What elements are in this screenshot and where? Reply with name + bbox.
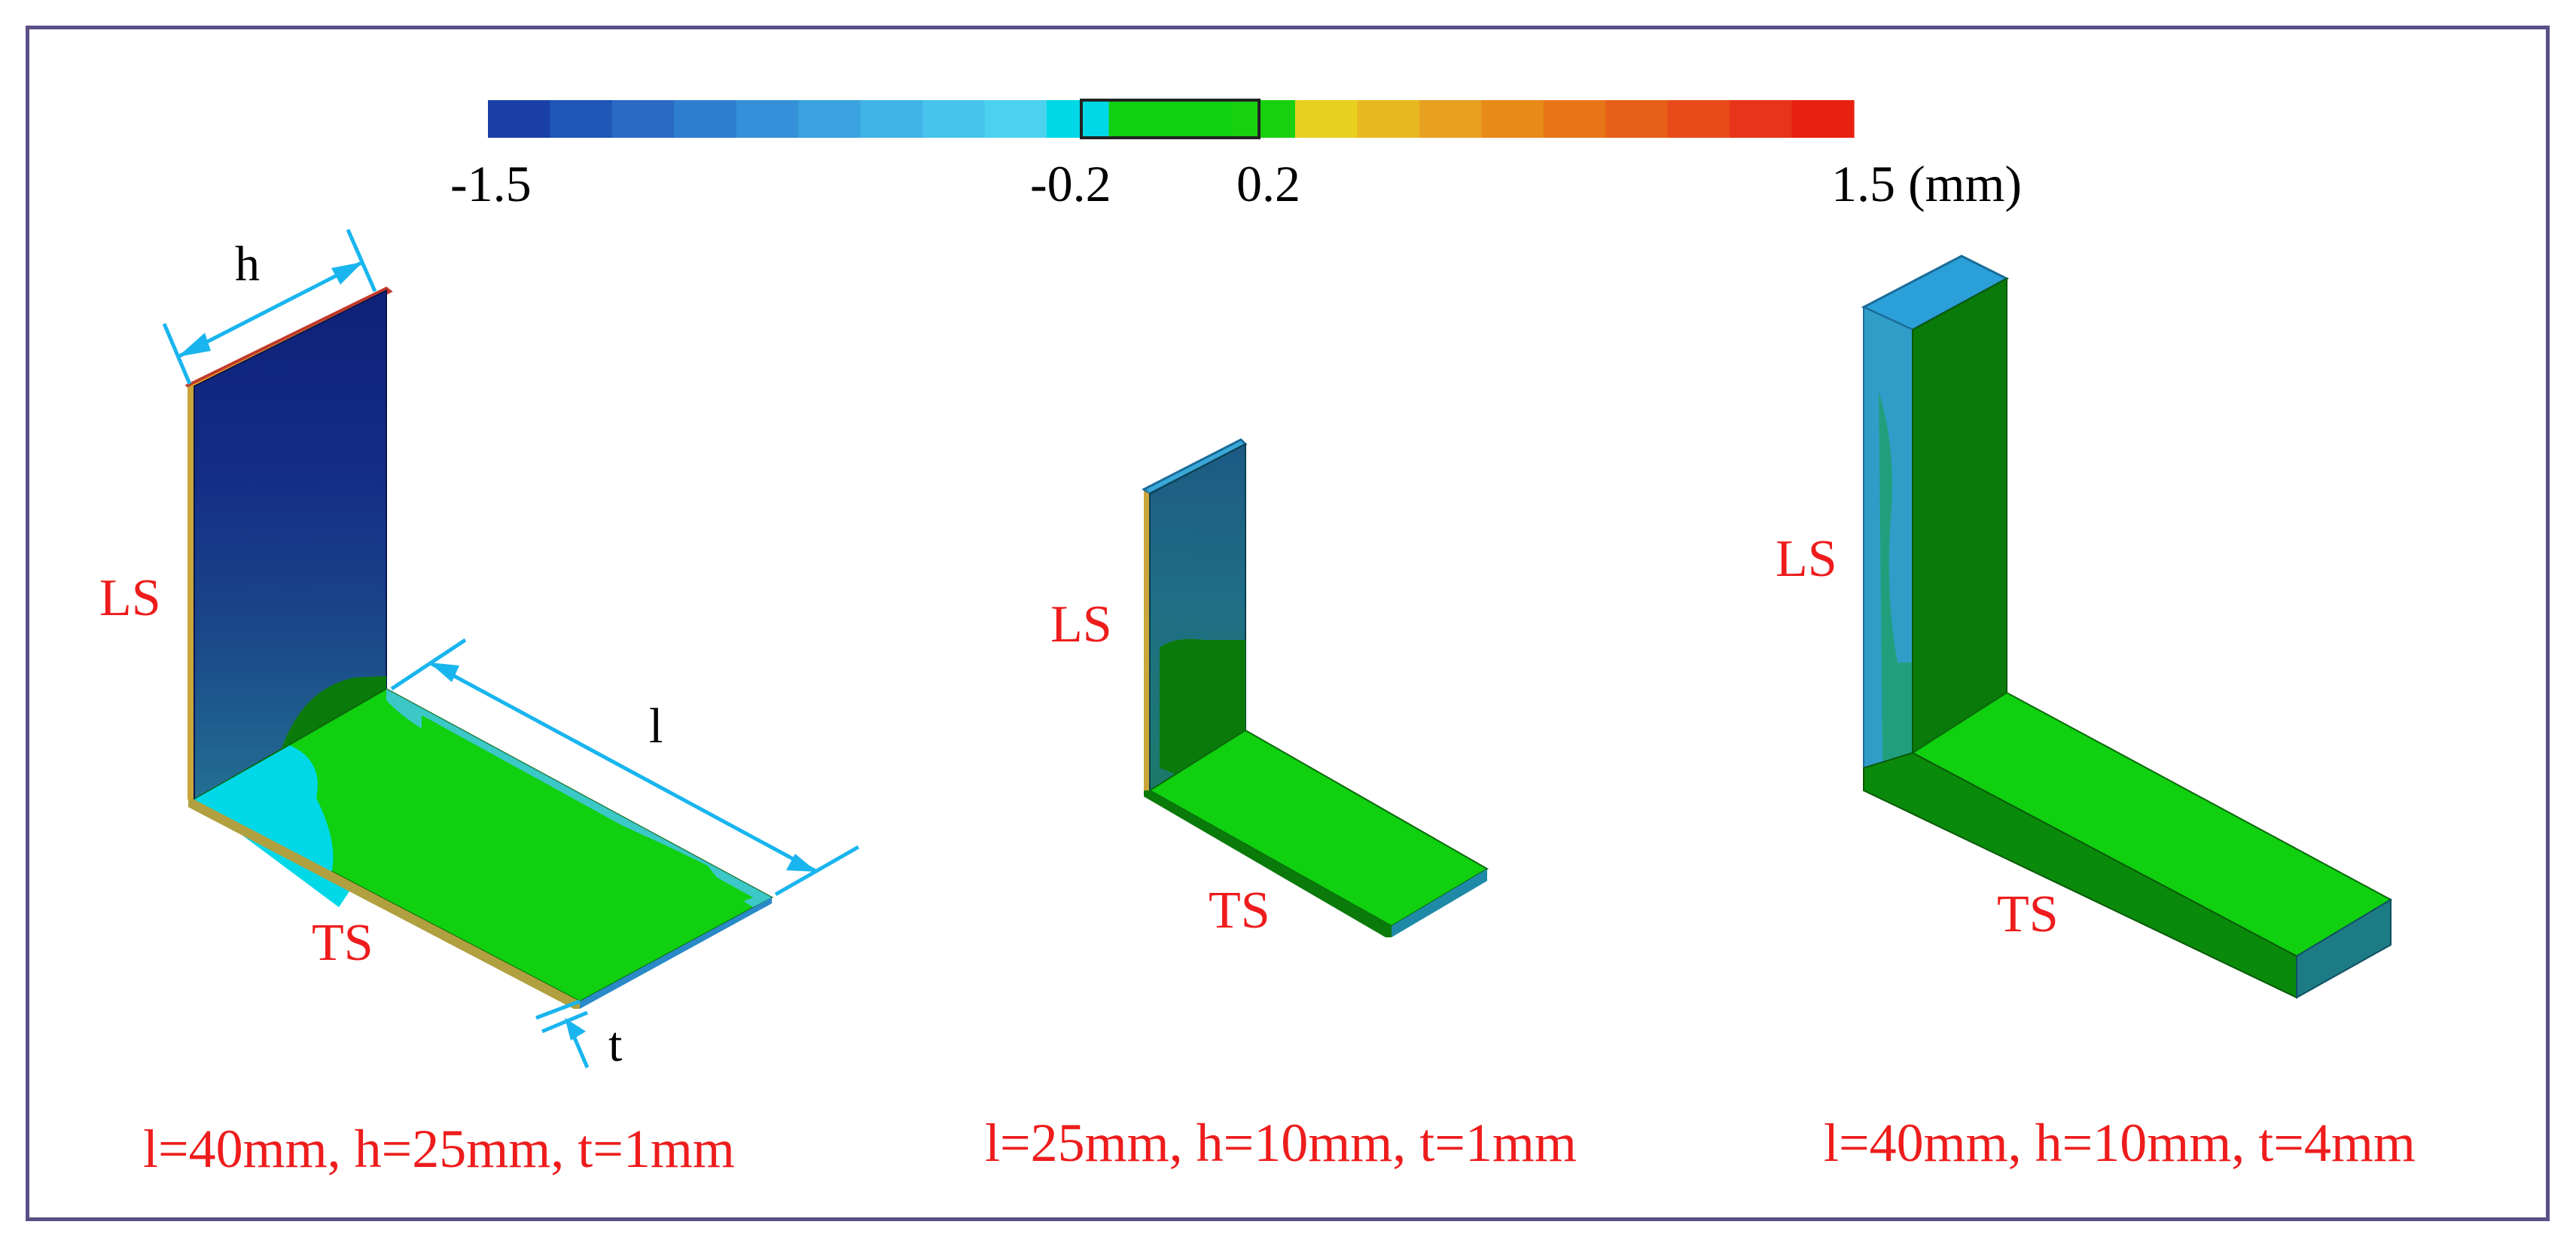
colorbar-cell (1294, 100, 1358, 138)
dim-h-line (176, 260, 364, 359)
specimen-2-model (1142, 438, 1489, 937)
colorbar-cell (1543, 100, 1606, 138)
dim-l-line (428, 660, 819, 874)
dimension-l-label: l (649, 699, 663, 754)
dimension-t-label: t (608, 1017, 623, 1072)
colorbar-cell (674, 100, 737, 138)
colorbar-cell (1171, 100, 1234, 138)
colorbar-tick-min: -1.5 (450, 155, 532, 212)
dim-l-ext-top (390, 638, 467, 691)
arrow-l-top (429, 663, 459, 682)
specimen-2-base-end-edge (1392, 869, 1487, 937)
dim-h-ext-left (162, 323, 192, 385)
specimen-1-dimension-lines (162, 228, 860, 1068)
dim-t-ext-2 (541, 1010, 588, 1034)
colorbar-cell (1419, 100, 1482, 138)
specimen-3-ts-label: TS (1997, 885, 2059, 943)
specimen-3-base-end (2296, 898, 2392, 999)
specimen-1-wall-green-zone (280, 676, 386, 753)
colorbar-cell (860, 100, 923, 138)
specimen-3-wall-face (1912, 277, 2007, 754)
colorbar-cell (798, 100, 861, 138)
colorbar-neutral-band-box (1080, 99, 1261, 139)
specimen-2-ls-label: LS (1050, 596, 1112, 653)
colorbar-cell (1233, 100, 1296, 138)
specimen-2-ts-label: TS (1209, 882, 1270, 940)
colorbar-cell (1791, 100, 1855, 138)
colorbar-cell (1605, 100, 1669, 138)
colorbar-cell (736, 100, 799, 138)
arrow-h-left (178, 333, 211, 357)
arrow-t (565, 1018, 586, 1040)
specimen-1-model (184, 286, 774, 1009)
colorbar-cell (1047, 100, 1110, 138)
specimen-1-caption: l=40mm, h=25mm, t=1mm (143, 1119, 735, 1179)
specimen-3-wall-side-green-zone (1879, 391, 1913, 760)
colorbar-tick-pos: 0.2 (1236, 155, 1300, 212)
colorbar-cell (611, 100, 675, 138)
arrow-h-right (331, 262, 363, 285)
colorbar (488, 100, 1855, 138)
colorbar-cell (550, 100, 613, 138)
colorbar-tick-max: 1.5 (mm) (1831, 155, 2023, 212)
dim-h-ext-right (346, 228, 377, 293)
colorbar-cell (1730, 100, 1793, 138)
specimen-1-ts-label: TS (312, 914, 373, 972)
dimension-h-label: h (235, 236, 260, 291)
colorbar-cell (1667, 100, 1730, 138)
specimen-3-model (1861, 254, 2393, 999)
specimen-1-ls-label: LS (99, 569, 161, 627)
arrow-l-bottom (786, 854, 817, 872)
colorbar-cell (1357, 100, 1420, 138)
specimen-3-caption: l=40mm, h=10mm, t=4mm (1824, 1113, 2416, 1173)
specimen-1-base-front-edge (188, 800, 580, 1009)
specimen-2-wall-green-zone (1160, 638, 1245, 774)
specimen-3-ls-label: LS (1776, 530, 1837, 588)
colorbar-cell (984, 100, 1047, 138)
colorbar-cell (1108, 100, 1172, 138)
colorbar-tick-neg: -0.2 (1030, 155, 1111, 212)
colorbar-cell (922, 100, 986, 138)
specimen-2-caption: l=25mm, h=10mm, t=1mm (985, 1113, 1577, 1173)
specimen-1-dimension-arrows (178, 262, 817, 1040)
specimen-1-wall-edge (187, 385, 194, 800)
specimen-1-base-green-overlay (422, 715, 753, 911)
specimen-1-base-cyan-zone-back (386, 689, 772, 907)
specimen-1-base-end-edge (580, 897, 772, 1009)
specimen-2-wall-edge (1144, 491, 1150, 791)
figure-frame (26, 26, 2550, 1221)
colorbar-cell (1481, 100, 1544, 138)
colorbar-cell (488, 100, 551, 138)
specimen-2-base-front-edge (1144, 791, 1392, 937)
dim-t-ext-1 (535, 999, 581, 1020)
